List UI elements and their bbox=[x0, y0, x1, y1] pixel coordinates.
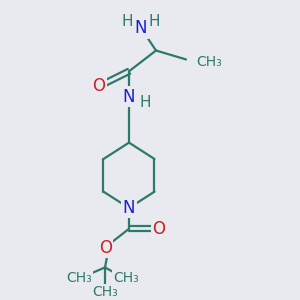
Text: O: O bbox=[92, 76, 106, 94]
Text: CH₃: CH₃ bbox=[92, 285, 118, 299]
Text: CH₃: CH₃ bbox=[67, 271, 92, 285]
Text: H: H bbox=[149, 14, 160, 29]
Text: O: O bbox=[99, 238, 112, 256]
Text: H: H bbox=[122, 14, 133, 29]
Text: H: H bbox=[140, 95, 151, 110]
Text: N: N bbox=[135, 19, 147, 37]
Text: O: O bbox=[152, 220, 166, 238]
Text: N: N bbox=[123, 88, 135, 106]
Text: CH₃: CH₃ bbox=[196, 55, 222, 69]
Text: CH₃: CH₃ bbox=[113, 271, 139, 285]
Text: N: N bbox=[123, 199, 135, 217]
